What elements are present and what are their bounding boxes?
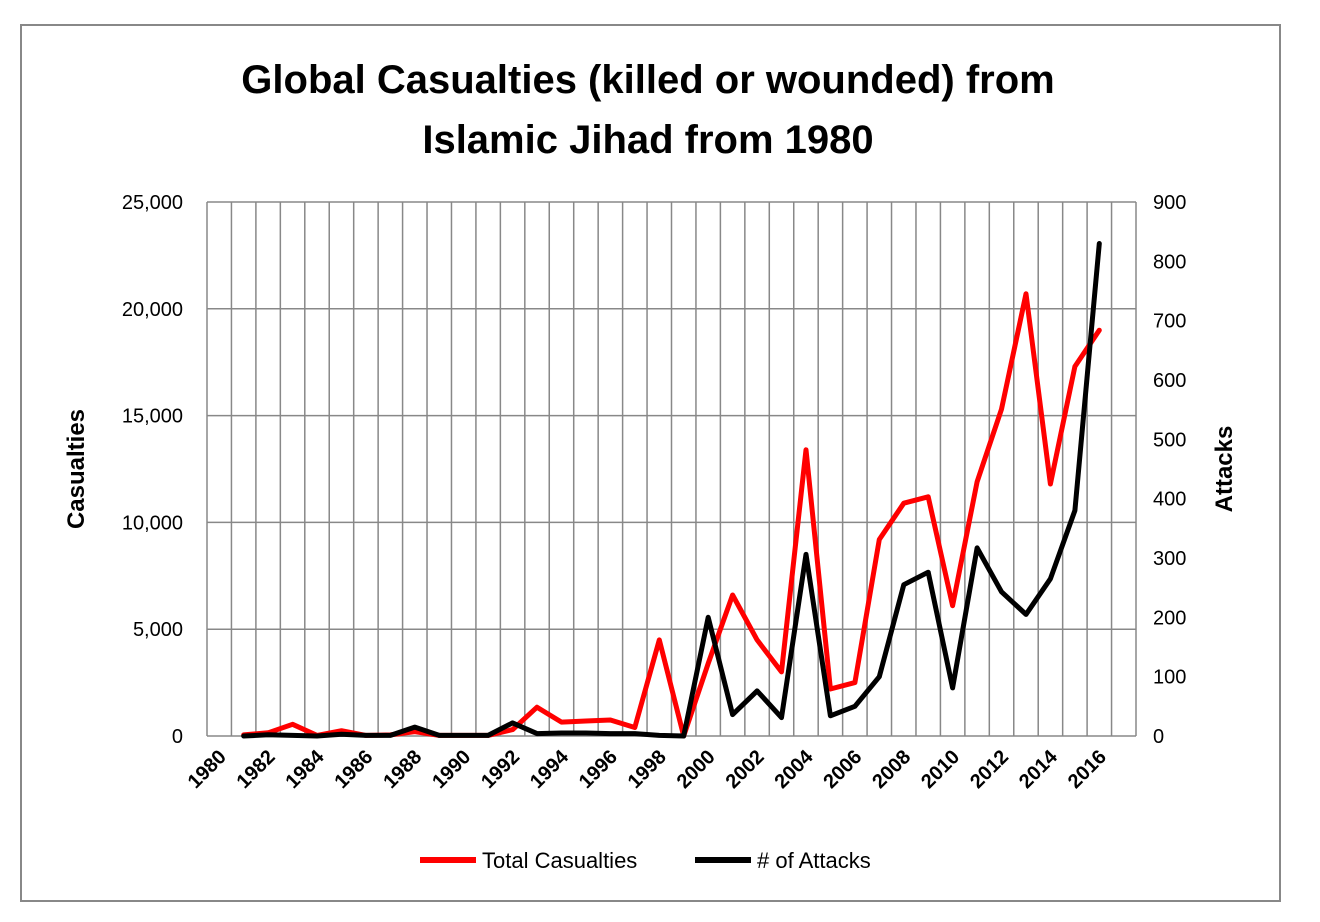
- data-point: [657, 637, 662, 642]
- data-point: [632, 731, 637, 736]
- data-point: [755, 637, 760, 642]
- data-point: [852, 680, 857, 685]
- data-point: [535, 705, 539, 710]
- data-point: [999, 407, 1004, 412]
- data-point: [681, 734, 686, 738]
- y2-tick-label: 100: [1153, 667, 1186, 689]
- data-point: [1097, 328, 1102, 333]
- data-point: [657, 733, 662, 738]
- data-point: [950, 603, 955, 608]
- data-point: [975, 545, 980, 550]
- legend-label: Total Casualties: [482, 848, 637, 873]
- y2-tick-label: 400: [1153, 489, 1186, 511]
- series-layer: [241, 241, 1102, 739]
- data-point: [755, 688, 760, 693]
- data-point: [315, 734, 319, 738]
- data-point: [632, 725, 637, 730]
- y2-tick-label: 200: [1153, 607, 1186, 629]
- data-point: [437, 733, 442, 738]
- legend: Total Casualties # of Attacks: [420, 848, 871, 873]
- data-point: [412, 725, 417, 730]
- y-tick-label: 20,000: [122, 299, 183, 321]
- chart-title-line-2: Islamic Jihad from 1980: [422, 118, 873, 162]
- data-point: [608, 731, 613, 736]
- y-tick-label: 10,000: [122, 512, 183, 534]
- data-point: [804, 447, 808, 452]
- y2-tick-label: 800: [1153, 251, 1186, 273]
- data-point: [877, 537, 882, 542]
- y2-tick-label: 500: [1153, 429, 1186, 451]
- y-tick-label: 0: [172, 726, 183, 748]
- data-point: [901, 501, 906, 506]
- data-point: [999, 589, 1004, 594]
- data-point: [730, 712, 735, 717]
- data-point: [339, 732, 344, 737]
- data-point: [608, 718, 613, 722]
- data-point: [388, 733, 393, 738]
- y2-tick-label: 600: [1153, 370, 1186, 392]
- data-point: [559, 720, 564, 725]
- data-point: [241, 734, 246, 738]
- data-point: [535, 731, 539, 736]
- data-point: [926, 494, 931, 499]
- data-point: [266, 732, 271, 737]
- data-point: [559, 731, 564, 735]
- y2-tick-label: 300: [1153, 548, 1186, 570]
- data-point: [804, 552, 808, 557]
- data-point: [583, 719, 588, 723]
- data-point: [1024, 291, 1028, 296]
- data-point: [1024, 612, 1028, 617]
- data-point: [1048, 482, 1053, 486]
- data-point: [926, 570, 931, 575]
- series-line: [241, 241, 1102, 739]
- y2-axis-title: Attacks: [1211, 426, 1238, 513]
- data-point: [1072, 508, 1077, 513]
- y-tick-label: 5,000: [133, 619, 183, 641]
- data-point: [290, 733, 295, 738]
- data-point: [779, 669, 784, 674]
- data-point: [412, 729, 417, 734]
- data-point: [730, 593, 735, 597]
- y-tick-label: 25,000: [122, 192, 183, 214]
- data-point: [877, 674, 882, 679]
- y2-tick-label: 0: [1153, 726, 1164, 748]
- data-point: [461, 733, 466, 738]
- data-point: [950, 685, 955, 690]
- data-point: [852, 704, 857, 709]
- data-point: [706, 615, 711, 620]
- data-point: [510, 720, 515, 725]
- data-point: [339, 728, 344, 733]
- right-axis-ticks: 0 100 200 300 400 500 600 700 800 900: [1153, 192, 1186, 748]
- legend-label: # of Attacks: [757, 848, 871, 873]
- data-point: [901, 582, 906, 587]
- data-point: [828, 713, 833, 718]
- chart-title-line-1: Global Casualties (killed or wounded) fr…: [241, 58, 1054, 102]
- left-axis-ticks: 0 5,000 10,000 15,000 20,000 25,000: [122, 192, 183, 748]
- data-point: [486, 733, 491, 738]
- data-point: [290, 722, 295, 727]
- data-point: [583, 731, 588, 735]
- data-point: [1072, 364, 1077, 369]
- data-point: [1097, 241, 1102, 246]
- data-point: [1048, 576, 1053, 581]
- data-point: [510, 727, 515, 732]
- y2-tick-label: 900: [1153, 192, 1186, 214]
- series-1: [241, 241, 1102, 739]
- y2-tick-label: 700: [1153, 311, 1186, 333]
- data-point: [363, 733, 368, 738]
- y-axis-title: Casualties: [63, 409, 90, 529]
- y-tick-label: 15,000: [122, 406, 183, 428]
- data-point: [779, 715, 784, 720]
- data-point: [706, 661, 711, 666]
- data-point: [975, 479, 980, 484]
- data-point: [828, 687, 833, 691]
- grid: [206, 201, 1137, 737]
